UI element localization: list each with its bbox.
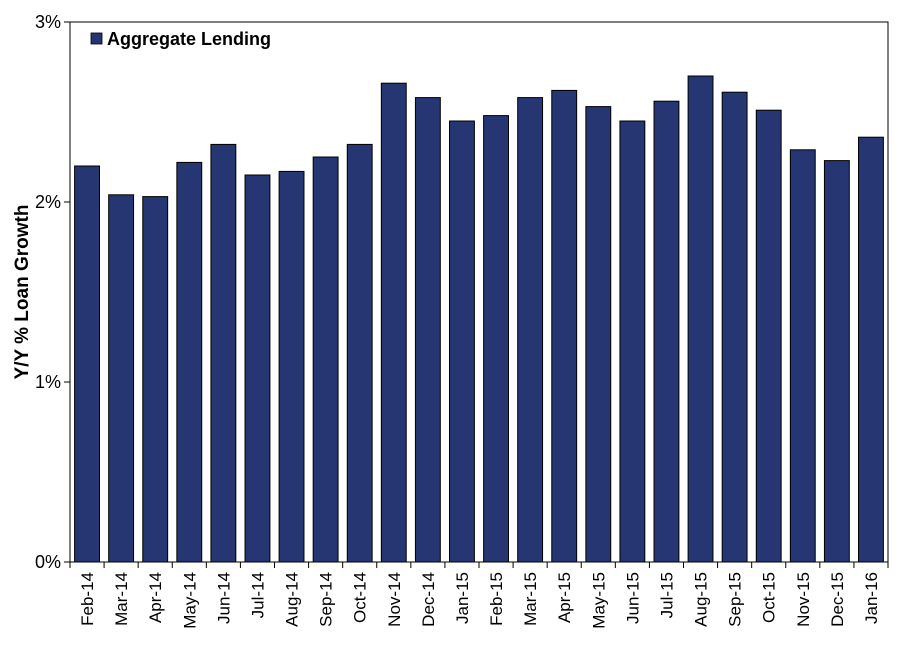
bar-apr-14 bbox=[142, 196, 169, 563]
bar-oct-15 bbox=[755, 109, 782, 563]
bar-jul-14 bbox=[244, 174, 271, 563]
x-tick-label: Aug-15 bbox=[692, 572, 711, 627]
y-axis-label: Y/Y % Loan Growth bbox=[12, 205, 33, 380]
x-tick-label: May-15 bbox=[589, 572, 608, 629]
legend-swatch bbox=[90, 32, 103, 45]
x-tick-label: Apr-15 bbox=[555, 572, 574, 623]
x-tick-label: Dec-15 bbox=[828, 572, 847, 627]
bar-sep-15 bbox=[721, 91, 748, 563]
x-tick-label: Sep-14 bbox=[317, 572, 336, 627]
legend-label: Aggregate Lending bbox=[107, 29, 271, 49]
x-tick-label: Apr-14 bbox=[146, 572, 165, 623]
bar-sep-14 bbox=[312, 156, 339, 563]
bar-may-15 bbox=[585, 106, 612, 563]
plot-area bbox=[69, 21, 889, 563]
x-tick-label: Mar-15 bbox=[521, 572, 540, 626]
x-tick-label: Feb-15 bbox=[487, 572, 506, 626]
y-tick-label: 3% bbox=[35, 12, 61, 32]
bar-nov-15 bbox=[789, 149, 816, 563]
x-tick-label: Aug-14 bbox=[283, 572, 302, 627]
bar-aug-15 bbox=[687, 75, 714, 563]
x-tick-label: Dec-14 bbox=[419, 572, 438, 627]
x-tick-label: Jan-15 bbox=[453, 572, 472, 624]
bar-jan-15 bbox=[449, 120, 475, 563]
bar-jun-14 bbox=[210, 143, 237, 563]
x-tick-label: Jun-15 bbox=[623, 572, 642, 624]
x-tick-label: Jul-14 bbox=[248, 572, 267, 618]
bar-oct-14 bbox=[346, 143, 373, 563]
bar-mar-15 bbox=[517, 97, 544, 563]
bar-may-14 bbox=[176, 161, 203, 563]
bar-nov-14 bbox=[380, 82, 407, 563]
y-tick-label: 2% bbox=[35, 192, 61, 212]
bar-jul-15 bbox=[653, 100, 680, 563]
bar-dec-15 bbox=[823, 160, 850, 563]
bar-feb-15 bbox=[483, 115, 509, 563]
x-tick-label: Jul-15 bbox=[657, 572, 676, 618]
bar-aug-14 bbox=[278, 170, 305, 563]
y-axis: 0% 1% 2% 3% bbox=[35, 12, 70, 572]
x-tick-label: Jan-16 bbox=[862, 572, 881, 624]
x-tick-label: Oct-15 bbox=[760, 572, 779, 623]
x-tick-label: Jun-14 bbox=[214, 572, 233, 624]
bar-jun-15 bbox=[619, 120, 646, 563]
x-tick-label: Sep-15 bbox=[726, 572, 745, 627]
y-tick-label: 1% bbox=[35, 372, 61, 392]
legend: Aggregate Lending bbox=[90, 29, 271, 49]
x-tick-label: May-14 bbox=[180, 572, 199, 629]
x-tick-label: Nov-14 bbox=[385, 572, 404, 627]
bar-mar-14 bbox=[108, 194, 135, 563]
x-tick-label: Oct-14 bbox=[351, 572, 370, 623]
bar-apr-15 bbox=[551, 89, 578, 563]
x-tick-label: Feb-14 bbox=[78, 572, 97, 626]
x-tick-label: Nov-15 bbox=[794, 572, 813, 627]
bar-dec-14 bbox=[414, 97, 441, 563]
x-axis: Feb-14 Mar-14 Apr-14 May-14 Jun-14 Jul-14 Aug-… bbox=[69, 562, 889, 629]
bars bbox=[74, 75, 884, 563]
bar-feb-14 bbox=[74, 165, 100, 563]
x-tick-label: Mar-14 bbox=[112, 572, 131, 626]
y-tick-label: 0% bbox=[35, 552, 61, 572]
bar-jan-16 bbox=[858, 136, 884, 563]
